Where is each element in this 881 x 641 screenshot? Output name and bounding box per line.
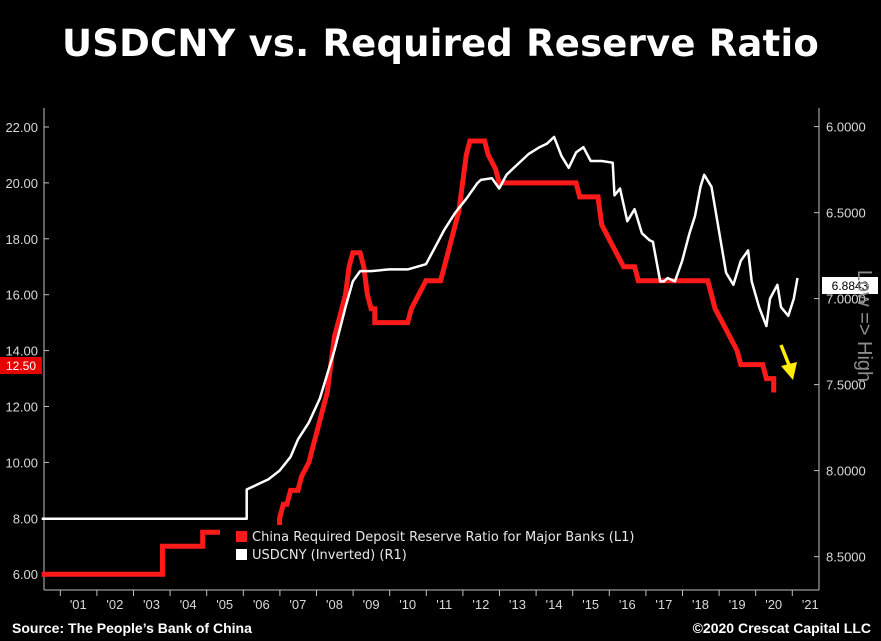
x-tick-label: '08 — [326, 597, 343, 612]
legend-label-reserve-ratio: China Required Deposit Reserve Ratio for… — [252, 530, 634, 545]
right-value-flag: 6.8843 — [822, 277, 878, 294]
x-tick-label: '13 — [509, 597, 526, 612]
right-axis-label: Low => High — [853, 270, 875, 382]
plot-area — [44, 108, 820, 590]
x-tick-label: '03 — [143, 597, 160, 612]
x-axis: '01 '02 '03 '04 '05 '06 '07 '08 '09 '10 '11 '12 '13 '… — [59, 590, 819, 612]
right-tick-label: 7.5000 — [826, 378, 866, 393]
x-tick-label: '11 — [436, 597, 452, 612]
chart-title: USDCNY vs. Required Reserve Ratio — [62, 22, 819, 65]
x-tick-label: '02 — [106, 597, 123, 612]
right-tick-label: 6.5000 — [826, 206, 866, 221]
legend: China Required Deposit Reserve Ratio for… — [220, 525, 708, 567]
x-tick-label: '04 — [180, 597, 197, 612]
left-tick-label: 10.00 — [5, 455, 38, 470]
x-tick-label: '17 — [655, 597, 672, 612]
x-tick-label: '15 — [582, 597, 599, 612]
x-tick-label: '18 — [692, 597, 709, 612]
source-note: Source: The People’s Bank of China — [12, 620, 252, 636]
x-tick-label: '05 — [216, 597, 233, 612]
x-tick-label: '19 — [729, 597, 746, 612]
left-tick-label: 12.00 — [5, 400, 38, 415]
series-usdcny-line — [41, 135, 799, 521]
copyright-note: ©2020 Crescat Capital LLC — [692, 620, 871, 636]
x-tick-label: '21 — [802, 597, 819, 612]
x-tick-label: '14 — [546, 597, 563, 612]
x-tick-label: '06 — [253, 597, 270, 612]
down-arrow-annotation — [779, 344, 797, 380]
x-tick-label: '16 — [619, 597, 636, 612]
x-tick-label: '12 — [472, 597, 489, 612]
x-tick-label: '10 — [399, 597, 416, 612]
right-value-flag-text: 6.8843 — [832, 279, 869, 293]
legend-swatch-reserve-ratio — [236, 531, 247, 542]
right-y-axis: 6.0000 6.5000 7.0000 7.5000 8.0000 8.5000 — [814, 120, 866, 565]
left-tick-label: 18.00 — [5, 232, 38, 247]
x-tick-label: '09 — [363, 597, 380, 612]
right-tick-label: 8.0000 — [826, 464, 866, 479]
right-tick-label: 6.0000 — [826, 120, 866, 135]
x-tick-label: '20 — [765, 597, 782, 612]
right-tick-label: 8.5000 — [826, 550, 866, 565]
right-tick-label: 7.0000 — [826, 292, 866, 307]
legend-swatch-usdcny — [236, 549, 247, 560]
legend-label-usdcny: USDCNY (Inverted) (R1) — [252, 548, 407, 563]
left-tick-label: 16.00 — [5, 288, 38, 303]
left-tick-label: 14.00 — [5, 344, 38, 359]
left-tick-label: 8.00 — [13, 511, 38, 526]
left-value-flag: 12.50 — [0, 357, 42, 374]
x-tick-label: '01 — [70, 597, 87, 612]
left-tick-label: 20.00 — [5, 176, 38, 191]
left-value-flag-text: 12.50 — [6, 359, 36, 373]
series-reserve-ratio-line — [41, 138, 777, 577]
left-tick-label: 6.00 — [13, 567, 38, 582]
left-tick-label: 22.00 — [5, 120, 38, 135]
left-y-axis: 22.00 20.00 18.00 16.00 14.00 12.00 10.00 8.00 6… — [5, 120, 49, 582]
x-tick-label: '07 — [289, 597, 306, 612]
